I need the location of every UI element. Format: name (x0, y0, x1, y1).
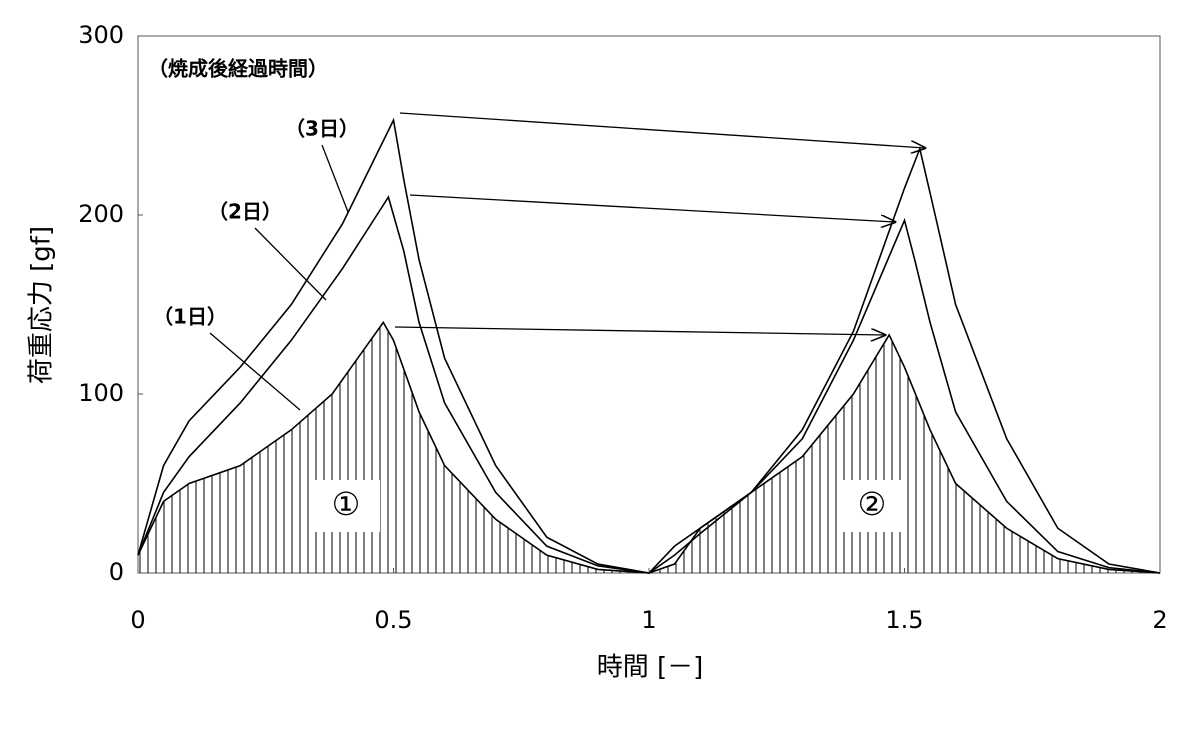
y-tick-label: 300 (78, 21, 124, 49)
x-tick-label: 1 (641, 606, 656, 634)
series-label: （1日） (153, 305, 227, 329)
label-box (838, 480, 906, 532)
series-line (137, 320, 1161, 574)
label-box (312, 480, 380, 532)
chart-title: （焼成後経過時間） (148, 57, 328, 81)
leader-line (321, 144, 349, 213)
x-tick-label: 2 (1152, 606, 1167, 634)
y-axis-label: 荷重応力 [gf] (27, 226, 57, 384)
x-tick-label: 0 (130, 606, 145, 634)
annotation: ① (332, 485, 361, 523)
y-tick-label: 0 (109, 558, 124, 586)
leader-line (209, 332, 301, 411)
plot-area (137, 117, 1161, 574)
annotation: ② (858, 485, 887, 523)
x-tick-label: 1.5 (885, 606, 923, 634)
arrows (209, 112, 925, 411)
y-tick-label: 200 (78, 200, 124, 228)
arrow (409, 194, 895, 222)
leader-line (254, 227, 327, 301)
arrow (399, 112, 925, 148)
x-tick-label: 0.5 (374, 606, 412, 634)
arrow (394, 326, 885, 335)
x-axis-label: 時間 [－] (597, 653, 704, 683)
hatched-area (138, 322, 1160, 573)
series-label: （2日） (208, 200, 282, 224)
series-label: （3日） (285, 117, 359, 141)
y-tick-label: 100 (78, 379, 124, 407)
